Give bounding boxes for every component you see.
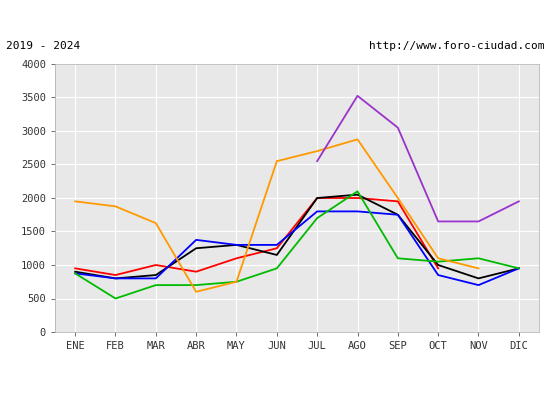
Text: 2019 - 2024: 2019 - 2024	[6, 41, 80, 51]
Text: http://www.foro-ciudad.com: http://www.foro-ciudad.com	[369, 41, 544, 51]
Text: Evolucion Nº Turistas Nacionales en el municipio de Madrigal de las Altas Torres: Evolucion Nº Turistas Nacionales en el m…	[0, 9, 550, 23]
